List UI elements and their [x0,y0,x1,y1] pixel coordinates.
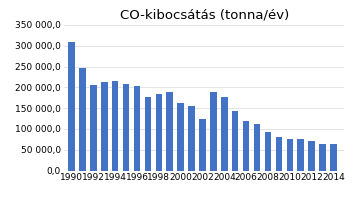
Bar [254,124,260,171]
Bar [101,82,108,171]
Bar [308,141,315,171]
Bar [210,92,217,171]
Bar [199,119,206,171]
Bar [112,81,119,171]
Bar [232,111,239,171]
Bar [221,97,228,171]
Bar [319,144,326,171]
Bar [155,94,162,171]
Bar [188,106,195,171]
Bar [123,84,129,171]
Bar [265,132,271,171]
Bar [79,68,86,171]
Bar [286,139,293,171]
Bar [166,92,173,171]
Bar [243,121,250,171]
Bar [90,85,97,171]
Bar [144,97,151,171]
Bar [275,137,282,171]
Bar [178,103,184,171]
Bar [134,86,140,171]
Bar [297,139,304,171]
Bar [330,144,337,171]
Title: CO-kibocsátás (tonna/év): CO-kibocsátás (tonna/év) [120,8,289,21]
Bar [68,42,75,171]
